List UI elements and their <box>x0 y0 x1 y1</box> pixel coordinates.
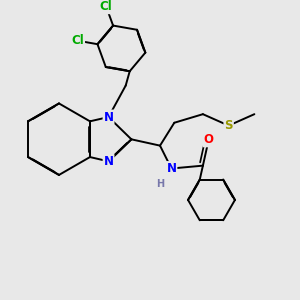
Text: Cl: Cl <box>100 0 112 13</box>
Text: N: N <box>103 155 113 168</box>
Text: S: S <box>224 119 233 132</box>
Text: N: N <box>167 162 176 175</box>
Text: H: H <box>156 179 164 189</box>
Text: Cl: Cl <box>71 34 84 47</box>
Text: O: O <box>204 134 214 146</box>
Text: N: N <box>103 110 113 124</box>
